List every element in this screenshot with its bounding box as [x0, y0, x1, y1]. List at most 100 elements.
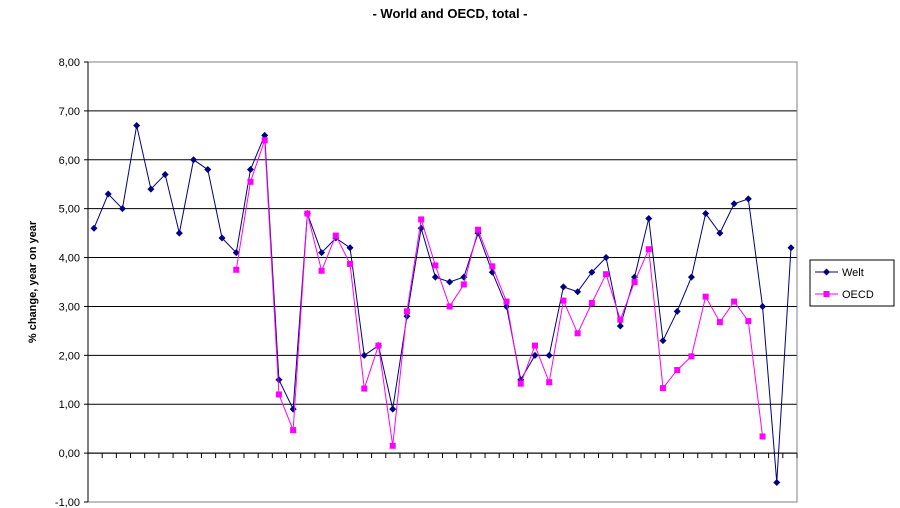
- legend-marker: [823, 268, 830, 276]
- y-tick-label: 4,00: [59, 253, 80, 265]
- y-tick-label: 6,00: [59, 155, 80, 167]
- data-point: [275, 376, 283, 384]
- data-point: [517, 380, 524, 387]
- data-point: [716, 319, 723, 326]
- data-point: [247, 178, 254, 185]
- data-point: [446, 303, 453, 310]
- data-point: [218, 234, 226, 242]
- chart-title: - World and OECD, total -: [372, 6, 528, 21]
- data-point: [204, 166, 212, 174]
- data-point: [346, 244, 354, 252]
- data-point: [418, 216, 425, 223]
- data-point: [745, 318, 752, 325]
- y-tick-label: 2,00: [59, 350, 80, 362]
- data-point: [616, 322, 624, 330]
- data-point: [233, 266, 240, 273]
- data-point: [503, 298, 510, 305]
- data-point: [531, 342, 538, 349]
- data-point: [787, 244, 795, 252]
- series-line: [93, 125, 792, 483]
- data-point: [104, 190, 112, 198]
- data-point: [645, 214, 653, 222]
- legend-box: [809, 259, 895, 307]
- data-point: [318, 249, 326, 257]
- data-point: [90, 224, 98, 232]
- data-point: [588, 300, 595, 307]
- series-oecd: [233, 137, 766, 449]
- data-point: [460, 281, 467, 288]
- y-tick-label: 3,00: [59, 301, 80, 313]
- data-point: [559, 283, 567, 291]
- data-point: [702, 210, 710, 218]
- data-point: [574, 330, 581, 337]
- data-point: [603, 271, 610, 278]
- data-point: [687, 273, 695, 281]
- data-point: [759, 433, 766, 440]
- data-point: [275, 391, 282, 398]
- data-point: [674, 367, 681, 373]
- data-point: [546, 379, 553, 386]
- data-point: [403, 308, 410, 315]
- data-point: [659, 385, 666, 392]
- data-point: [361, 385, 368, 392]
- data-point: [347, 260, 354, 267]
- data-point: [531, 351, 539, 359]
- data-point: [431, 273, 439, 281]
- data-point: [403, 312, 411, 320]
- data-point: [360, 351, 368, 359]
- data-point: [246, 166, 254, 174]
- y-tick-label: -1,00: [55, 497, 80, 508]
- data-point: [588, 268, 596, 276]
- data-point: [773, 478, 781, 486]
- data-point: [744, 195, 752, 203]
- series-layer: [90, 122, 795, 486]
- data-point: [617, 316, 624, 323]
- data-point: [730, 200, 738, 208]
- data-point: [503, 302, 511, 310]
- data-point: [489, 263, 496, 270]
- data-point: [289, 405, 297, 413]
- data-point: [731, 298, 738, 305]
- data-point: [389, 405, 397, 413]
- series-welt: [90, 122, 795, 486]
- y-axis-title: % change, year on year: [27, 220, 39, 343]
- axis-layer: -1,00 0,00 1,00 2,00 3,00 4,00 5,00 6,00 7,00 8,0…: [55, 57, 798, 508]
- data-point: [759, 302, 767, 310]
- y-tick-label: 0,00: [59, 448, 80, 460]
- legend-label: Welt: [842, 267, 864, 279]
- data-point: [175, 229, 183, 237]
- y-tick-label: 8,00: [59, 57, 80, 69]
- data-point: [688, 353, 695, 360]
- data-point: [602, 254, 610, 262]
- data-point: [232, 249, 240, 257]
- data-point: [290, 427, 297, 434]
- data-point: [261, 131, 269, 139]
- data-point: [304, 210, 311, 217]
- legend-label: OECD: [842, 289, 874, 301]
- data-point: [318, 267, 325, 274]
- data-point: [432, 262, 439, 269]
- data-point: [702, 293, 709, 300]
- data-point: [375, 342, 382, 349]
- data-point: [389, 442, 396, 449]
- series-line: [235, 140, 764, 446]
- plot-area-frame: [87, 61, 798, 503]
- data-point: [133, 122, 141, 130]
- data-point: [475, 226, 482, 233]
- data-point: [332, 232, 339, 239]
- data-point: [261, 137, 268, 144]
- grid-layer: [88, 61, 797, 503]
- data-point: [147, 185, 155, 193]
- legend: Welt OECD: [809, 259, 895, 307]
- data-point: [161, 170, 169, 178]
- y-tick-label: 5,00: [59, 204, 80, 216]
- data-point: [716, 229, 724, 237]
- data-point: [645, 246, 652, 253]
- data-point: [560, 297, 567, 304]
- data-point: [631, 279, 638, 285]
- data-point: [574, 288, 582, 296]
- y-tick-label: 7,00: [59, 106, 80, 118]
- legend-marker: [823, 291, 830, 297]
- data-point: [659, 337, 667, 345]
